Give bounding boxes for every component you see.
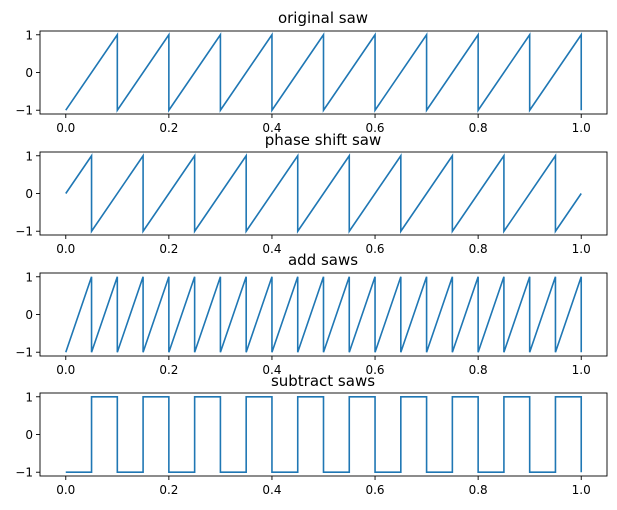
x-tick-label: 0.0 (56, 121, 75, 135)
y-tick-label: −1 (15, 346, 33, 360)
y-tick-label: 1 (25, 270, 33, 284)
series-line (65, 395, 583, 474)
plot-area: 0.0 0.2 0.4 0.6 0.8 1.0 −1 0 1 (15, 270, 608, 377)
x-tick-label: 0.6 (365, 242, 384, 256)
x-tick-label: 0.4 (262, 242, 281, 256)
x-tick-label: 0.0 (56, 242, 75, 256)
x-tick-label: 0.8 (469, 121, 488, 135)
series-line (65, 153, 582, 234)
x-tick-label: 0.2 (159, 121, 178, 135)
x-tick-label: 0.4 (262, 121, 281, 135)
x-tick-label: 0.6 (365, 483, 384, 497)
x-tick-label: 0.6 (365, 121, 384, 135)
x-tick-label: 0.2 (159, 363, 178, 377)
x-tick-label: 0.0 (56, 363, 75, 377)
subplot-title: add saws (288, 251, 358, 269)
x-tick-label: 0.0 (56, 483, 75, 497)
y-tick-label: 0 (25, 187, 33, 201)
x-tick-label: 0.6 (365, 363, 384, 377)
y-tick-label: 1 (25, 149, 33, 163)
x-tick-label: 1.0 (572, 483, 591, 497)
y-tick-label: 1 (25, 28, 33, 42)
plot-area: 0.0 0.2 0.4 0.6 0.8 1.0 −1 0 1 (15, 390, 608, 497)
x-tick-label: 0.2 (159, 483, 178, 497)
y-tick-label: −1 (15, 225, 33, 239)
y-tick-label: 0 (25, 308, 33, 322)
x-tick-label: 0.8 (469, 483, 488, 497)
x-tick-label: 0.2 (159, 242, 178, 256)
subplot-title: original saw (278, 9, 368, 27)
x-tick-label: 0.8 (469, 363, 488, 377)
subplot-title: subtract saws (271, 372, 375, 390)
subplot-subtract-saws: subtract saws 0.0 0.2 0.4 0.6 0.8 1.0 −1 0 1 (15, 372, 608, 497)
x-tick-label: 1.0 (572, 121, 591, 135)
subplot-original-saw: original saw 0.0 0.2 0.4 0.6 0.8 1.0 −1 0 1 (15, 9, 608, 135)
x-tick-label: 0.4 (262, 483, 281, 497)
y-tick-label: 0 (25, 66, 33, 80)
series-line (65, 276, 583, 353)
y-tick-label: 1 (25, 390, 33, 404)
y-tick-label: −1 (15, 104, 33, 118)
x-tick-label: 1.0 (572, 242, 591, 256)
y-tick-label: −1 (15, 466, 33, 480)
x-tick-label: 0.4 (262, 363, 281, 377)
series-line (65, 32, 583, 113)
subplot-add-saws: add saws 0.0 0.2 0.4 0.6 0.8 1.0 −1 0 1 (15, 251, 608, 377)
plot-area: 0.0 0.2 0.4 0.6 0.8 1.0 −1 0 1 (15, 28, 608, 135)
x-tick-label: 1.0 (572, 363, 591, 377)
x-tick-label: 0.8 (469, 242, 488, 256)
plot-area: 0.0 0.2 0.4 0.6 0.8 1.0 −1 0 1 (15, 149, 608, 256)
subplot-title: phase shift saw (265, 131, 381, 149)
y-tick-label: 0 (25, 428, 33, 442)
subplot-phase-shift-saw: phase shift saw 0.0 0.2 0.4 0.6 0.8 1.0 −1 0 1 (15, 131, 608, 256)
